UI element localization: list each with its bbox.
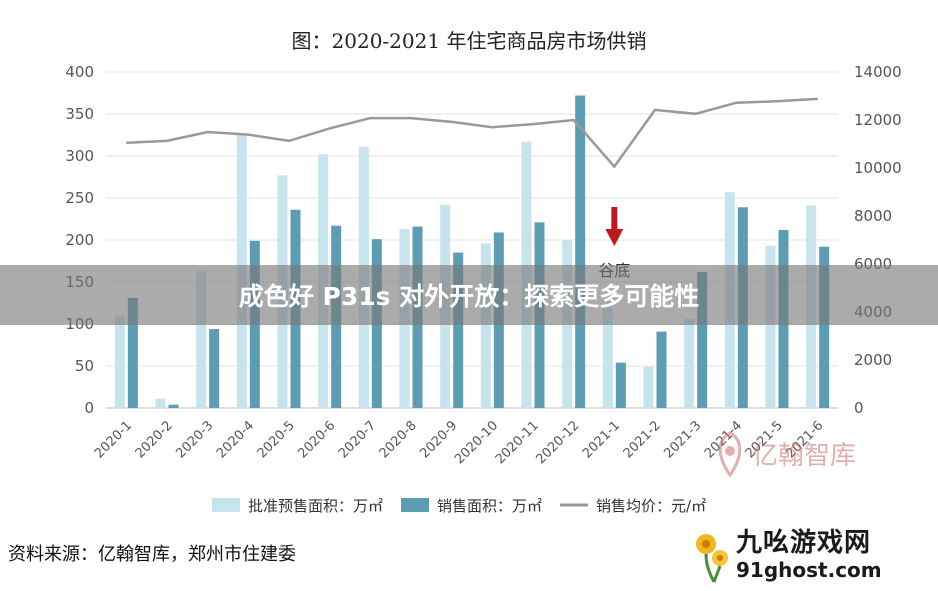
right-axis: 02000400060008000100001200014000	[854, 63, 902, 417]
bar-approved-presale-area	[196, 271, 207, 408]
line-average-price	[126, 97, 818, 169]
y-left-tick-label: 250	[65, 189, 94, 207]
down-arrow-icon	[611, 207, 618, 231]
watermark: 亿翰智库	[712, 425, 872, 485]
x-tick-label: 2021-3	[661, 418, 704, 461]
x-tick-label: 2021-1	[580, 418, 623, 461]
y-right-tick-label: 10000	[854, 159, 902, 177]
x-tick-label: 2020-12	[533, 418, 582, 467]
line-series	[126, 97, 818, 169]
banner-text: 成色好 P31s 对外开放：探索更多可能性	[238, 282, 700, 311]
bar-sales-area	[127, 297, 138, 408]
legend-swatch	[401, 498, 430, 512]
x-tick-label: 2020-5	[255, 418, 298, 461]
overlay-banner: 成色好 P31s 对外开放：探索更多可能性	[0, 265, 938, 325]
y-left-tick-label: 350	[65, 105, 94, 123]
left-axis: 050100150200250300350400	[65, 63, 94, 417]
down-arrow-head-icon	[605, 229, 624, 246]
bar-sales-area	[615, 362, 626, 408]
bar-sales-area	[453, 252, 464, 408]
yihan-logo-icon	[718, 431, 742, 478]
flower-logo-icon	[696, 534, 728, 583]
y-left-tick-label: 400	[65, 63, 94, 81]
y-left-tick-label: 50	[75, 357, 94, 375]
y-left-tick-label: 0	[84, 399, 94, 417]
bar-approved-presale-area	[602, 307, 613, 408]
watermark-text: 亿翰智库	[752, 441, 857, 471]
y-right-tick-label: 0	[854, 399, 864, 417]
logo-title: 九吆游戏网	[736, 528, 872, 558]
bar-approved-presale-area	[765, 245, 776, 408]
legend-label: 销售面积：万㎡	[437, 497, 542, 515]
x-tick-label: 2021-2	[621, 418, 664, 461]
bar-sales-area	[697, 271, 708, 408]
logo-subtitle: 91ghost.com	[736, 558, 882, 582]
x-tick-label: 2020-10	[452, 418, 501, 467]
bar-series	[114, 95, 830, 409]
bar-approved-presale-area	[114, 316, 125, 408]
bar-approved-presale-area	[155, 398, 166, 408]
y-right-tick-label: 12000	[854, 111, 902, 129]
x-tick-label: 2020-2	[133, 418, 176, 461]
x-tick-label: 2020-8	[377, 418, 420, 461]
legend-label: 批准预售面积：万㎡	[248, 497, 383, 515]
y-right-tick-label: 14000	[854, 63, 902, 81]
bar-sales-area	[575, 95, 586, 409]
bar-sales-area	[656, 331, 667, 408]
site-logo[interactable]: 九吆游戏网 91ghost.com	[690, 520, 930, 588]
source-note: 资料来源：亿翰智库，郑州市住建委	[8, 544, 296, 565]
y-right-tick-label: 8000	[854, 207, 892, 225]
x-tick-label: 2020-6	[295, 418, 338, 461]
y-left-tick-label: 200	[65, 231, 94, 249]
y-left-tick-label: 300	[65, 147, 94, 165]
bar-sales-area	[209, 329, 220, 408]
y-right-tick-label: 2000	[854, 351, 892, 369]
x-tick-label: 2020-11	[493, 418, 542, 467]
bar-approved-presale-area	[684, 318, 695, 408]
x-tick-label: 2020-1	[92, 418, 135, 461]
bar-sales-area	[819, 246, 830, 408]
chart-title: 图：2020-2021 年住宅商品房市场供销	[292, 29, 647, 53]
legend-swatch	[212, 498, 240, 512]
bar-approved-presale-area	[480, 243, 491, 408]
legend: 批准预售面积：万㎡ 销售面积：万㎡ 销售均价：元/㎡	[212, 497, 706, 515]
legend-label: 销售均价：元/㎡	[596, 497, 706, 515]
bar-sales-area	[168, 404, 179, 408]
x-tick-label: 2020-3	[173, 418, 216, 461]
x-tick-label: 2020-7	[336, 418, 379, 461]
bar-approved-presale-area	[643, 366, 654, 408]
x-tick-label: 2020-4	[214, 418, 257, 461]
